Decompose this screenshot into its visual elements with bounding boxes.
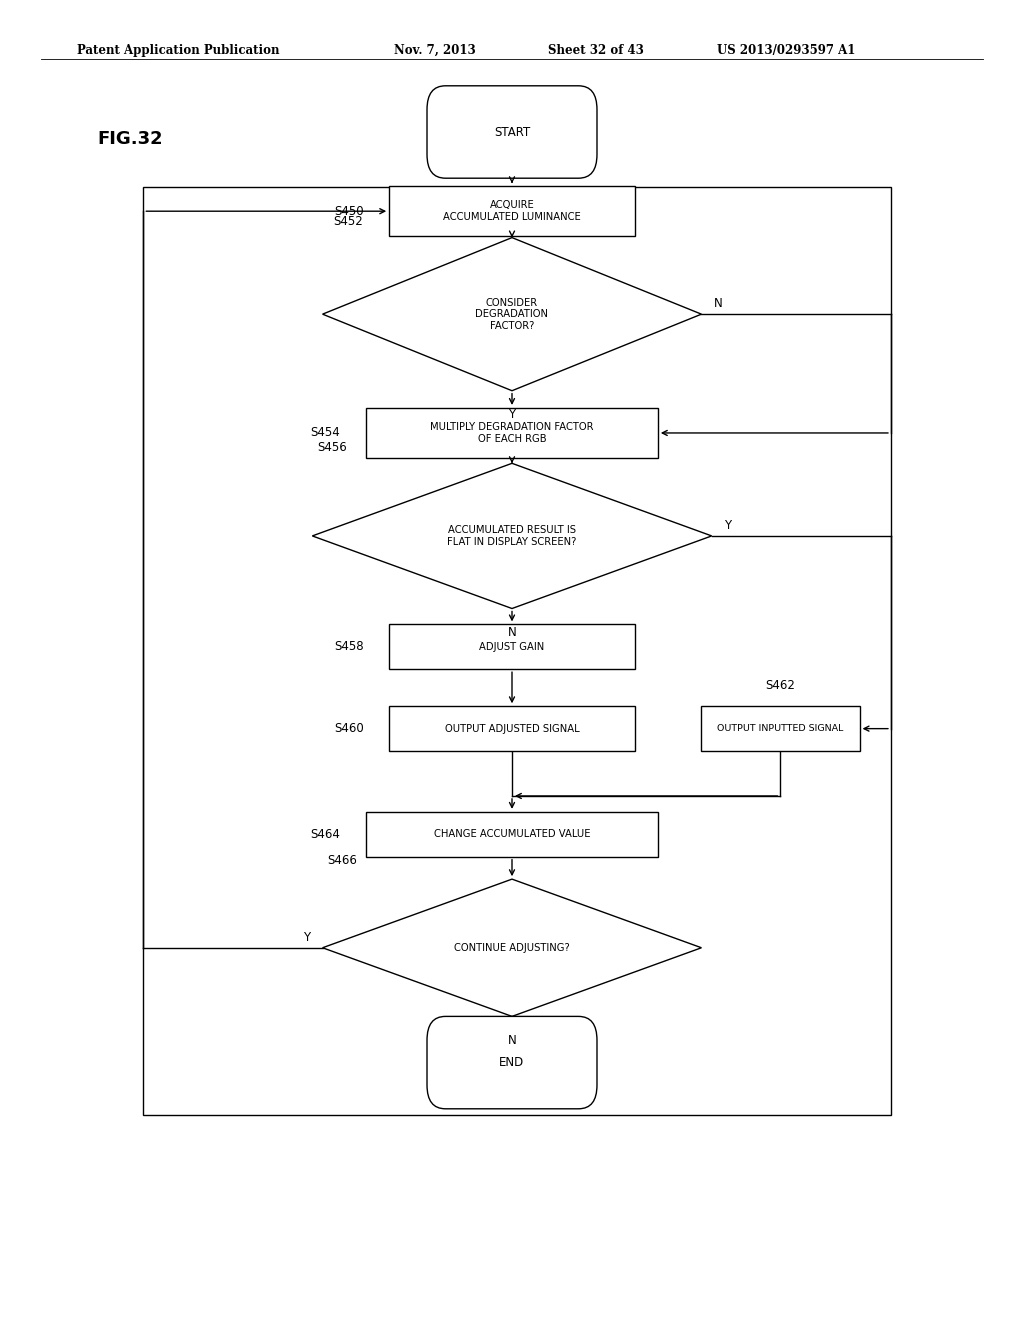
Text: ACQUIRE
ACCUMULATED LUMINANCE: ACQUIRE ACCUMULATED LUMINANCE: [443, 201, 581, 222]
Bar: [143, 187, 891, 1115]
Text: S454: S454: [310, 426, 340, 440]
Polygon shape: [323, 238, 701, 391]
Text: START: START: [494, 125, 530, 139]
FancyBboxPatch shape: [427, 1016, 597, 1109]
Text: ADJUST GAIN: ADJUST GAIN: [479, 642, 545, 652]
Bar: [367, 408, 658, 458]
Text: CONTINUE ADJUSTING?: CONTINUE ADJUSTING?: [454, 942, 570, 953]
Text: ACCUMULATED RESULT IS
FLAT IN DISPLAY SCREEN?: ACCUMULATED RESULT IS FLAT IN DISPLAY SC…: [447, 525, 577, 546]
Text: S450: S450: [334, 205, 364, 218]
Polygon shape: [312, 463, 712, 609]
Text: CHANGE ACCUMULATED VALUE: CHANGE ACCUMULATED VALUE: [434, 829, 590, 840]
Text: END: END: [500, 1056, 524, 1069]
Polygon shape: [323, 879, 701, 1016]
Text: Y: Y: [303, 931, 310, 944]
Text: N: N: [714, 297, 723, 310]
FancyBboxPatch shape: [427, 86, 597, 178]
Bar: [700, 706, 860, 751]
Text: Sheet 32 of 43: Sheet 32 of 43: [548, 44, 644, 57]
Text: US 2013/0293597 A1: US 2013/0293597 A1: [717, 44, 855, 57]
Text: N: N: [508, 1034, 516, 1047]
Bar: [389, 186, 635, 236]
Text: S456: S456: [317, 441, 347, 454]
Text: S464: S464: [310, 828, 340, 841]
Text: OUTPUT ADJUSTED SIGNAL: OUTPUT ADJUSTED SIGNAL: [444, 723, 580, 734]
Text: Nov. 7, 2013: Nov. 7, 2013: [394, 44, 476, 57]
Text: FIG.32: FIG.32: [97, 129, 163, 148]
Text: MULTIPLY DEGRADATION FACTOR
OF EACH RGB: MULTIPLY DEGRADATION FACTOR OF EACH RGB: [430, 422, 594, 444]
Text: Patent Application Publication: Patent Application Publication: [77, 44, 280, 57]
Text: Y: Y: [724, 519, 731, 532]
Bar: [389, 624, 635, 669]
Text: Y: Y: [509, 408, 515, 421]
Bar: [367, 812, 658, 857]
Text: OUTPUT INPUTTED SIGNAL: OUTPUT INPUTTED SIGNAL: [717, 725, 844, 733]
Text: S466: S466: [328, 854, 357, 867]
Bar: [389, 706, 635, 751]
Text: S462: S462: [765, 678, 796, 692]
Text: S460: S460: [334, 722, 364, 735]
Text: N: N: [508, 626, 516, 639]
Text: S452: S452: [333, 215, 362, 228]
Text: S458: S458: [334, 640, 364, 653]
Text: CONSIDER
DEGRADATION
FACTOR?: CONSIDER DEGRADATION FACTOR?: [475, 297, 549, 331]
